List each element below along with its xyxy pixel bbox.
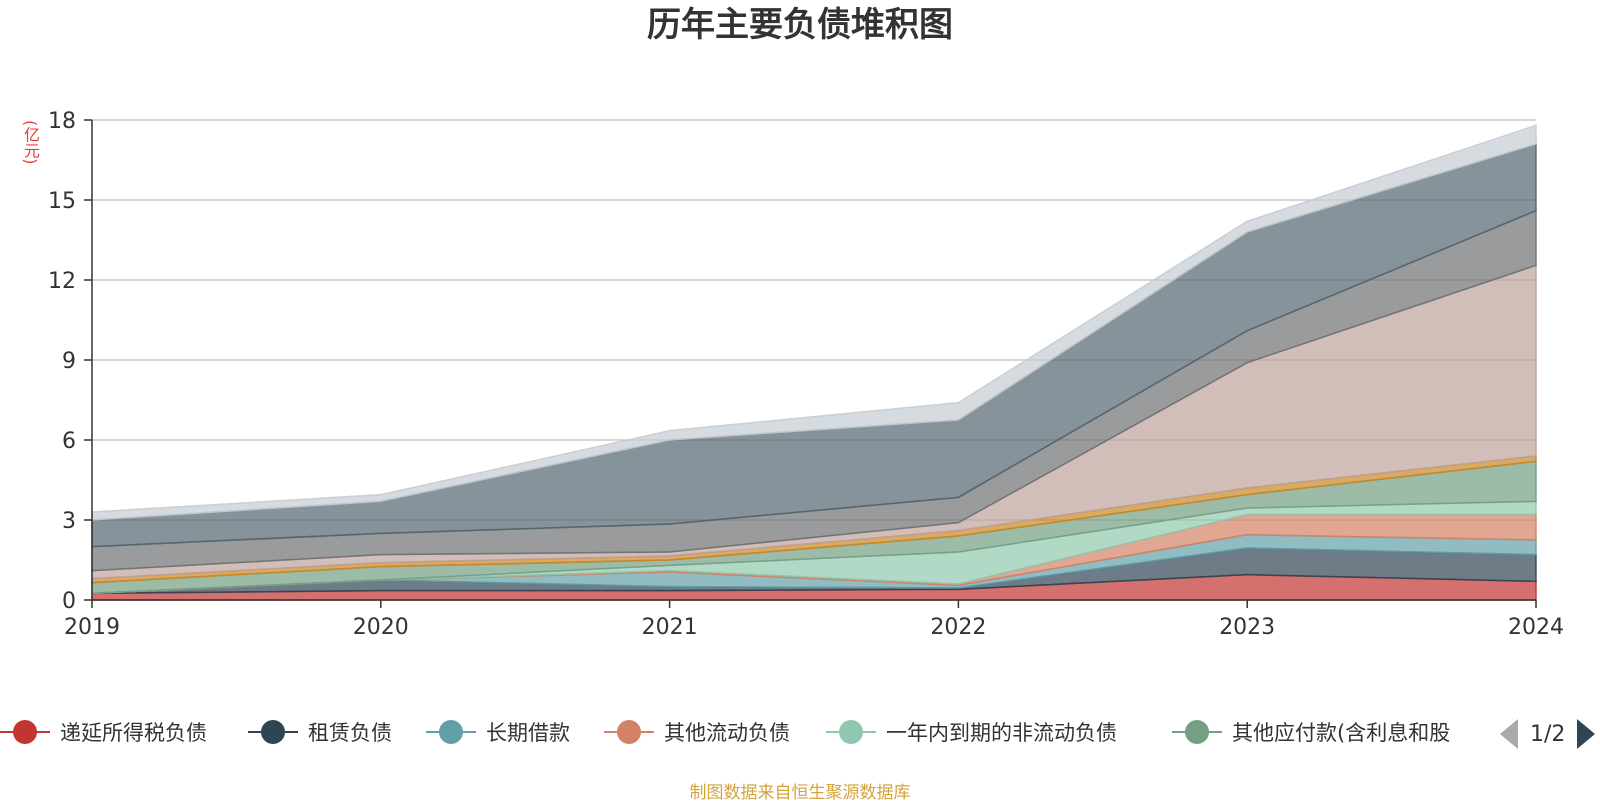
legend-item-1[interactable]: 租赁负债 <box>248 712 392 752</box>
x-tick-label: 2020 <box>353 615 409 640</box>
legend-marker-icon <box>826 720 876 744</box>
legend-prev-page-icon[interactable] <box>1500 719 1518 749</box>
x-tick-label: 2024 <box>1508 615 1564 640</box>
legend-marker-icon <box>248 720 298 744</box>
chart-title: 历年主要负债堆积图 <box>647 5 953 45</box>
legend-marker-icon <box>426 720 476 744</box>
legend-label: 其他流动负债 <box>664 721 790 745</box>
y-tick-label: 9 <box>62 349 76 374</box>
legend-label: 长期借款 <box>486 721 570 745</box>
legend-item-5[interactable]: 其他应付款(含利息和股 <box>1172 712 1450 752</box>
x-tick-label: 2022 <box>930 615 986 640</box>
legend-label: 租赁负债 <box>308 721 392 745</box>
x-tick-label: 2019 <box>64 615 120 640</box>
legend-next-page-icon[interactable] <box>1577 719 1596 749</box>
legend-label: 其他应付款(含利息和股 <box>1232 721 1451 745</box>
data-source-note: 制图数据来自恒生聚源数据库 <box>689 783 911 803</box>
legend-item-4[interactable]: 一年内到期的非流动负债 <box>826 712 1117 752</box>
axes: 0 3 6 9 12 15 18 2019 2020 2021 2022 2023 2024 <box>48 109 1564 640</box>
area-series-layer <box>91 124 1537 601</box>
x-tick-label: 2023 <box>1219 615 1275 640</box>
stacked-area-chart: 0 3 6 9 12 15 18 2019 2020 2021 2022 2023 2024 <box>48 109 1564 640</box>
legend-label: 递延所得税负债 <box>60 721 207 745</box>
legend: 递延所得税负债 租赁负债 长期借款 其他流动负债 一年内到期的非流动负债 其他应付款(含利… <box>0 712 1600 752</box>
y-tick-label: 3 <box>62 509 76 534</box>
legend-page-indicator: 1/2 <box>1530 721 1566 747</box>
legend-item-3[interactable]: 其他流动负债 <box>604 712 790 752</box>
y-tick-label: 12 <box>48 269 76 294</box>
y-tick-label: 6 <box>62 429 76 454</box>
legend-pager: 1/2 <box>1500 716 1596 752</box>
legend-item-2[interactable]: 长期借款 <box>426 712 570 752</box>
legend-label: 一年内到期的非流动负债 <box>886 721 1117 745</box>
y-tick-label: 18 <box>48 109 76 134</box>
legend-marker-icon <box>604 720 654 744</box>
legend-marker-icon <box>1172 720 1222 744</box>
x-tick-label: 2021 <box>642 615 698 640</box>
y-axis-unit-label: (亿元) <box>21 120 40 165</box>
area-series-10[interactable] <box>91 124 1537 521</box>
y-tick-label: 15 <box>48 189 76 214</box>
y-tick-label: 0 <box>62 589 76 614</box>
legend-item-0[interactable]: 递延所得税负债 <box>0 712 207 752</box>
legend-marker-icon <box>0 720 50 744</box>
